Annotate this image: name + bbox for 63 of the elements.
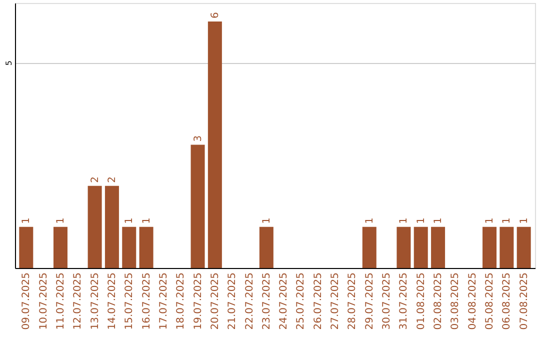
data-label: 1: [55, 218, 66, 224]
x-tick-label: 03.08.2025: [450, 272, 462, 330]
x-tick-label: 04.08.2025: [467, 272, 478, 330]
bar: [396, 226, 411, 268]
bar: [53, 226, 68, 268]
x-tick-label: 13.07.2025: [90, 272, 101, 330]
x-tick-label: 17.07.2025: [158, 272, 170, 330]
data-label: 2: [106, 176, 118, 183]
x-tick-label: 31.07.2025: [398, 272, 410, 330]
x-tick-label: 22.07.2025: [244, 272, 256, 330]
x-tick-label: 12.07.2025: [72, 272, 84, 330]
x-tick-label: 01.08.2025: [416, 272, 427, 330]
x-tick-label: 14.07.2025: [106, 272, 118, 330]
x-tick-label: 07.08.2025: [518, 272, 530, 330]
x-tick-label: 11.07.2025: [55, 272, 66, 330]
x-tick-label: 24.07.2025: [278, 272, 290, 330]
bar: [139, 226, 154, 268]
data-label: 1: [518, 218, 530, 224]
x-tick-label: 30.07.2025: [382, 272, 393, 330]
bar: [431, 226, 446, 268]
data-label: 1: [124, 218, 136, 224]
bar: [208, 21, 222, 268]
x-tick-label: 15.07.2025: [124, 272, 136, 330]
x-tick-label: 05.08.2025: [484, 272, 496, 330]
bar: [104, 186, 119, 268]
data-label: 1: [261, 218, 272, 224]
x-tick-label: 16.07.2025: [141, 272, 152, 330]
data-label: 1: [398, 218, 410, 224]
x-tick-label: 26.07.2025: [312, 272, 324, 330]
x-tick-label: 09.07.2025: [21, 272, 32, 330]
data-label: 6: [210, 12, 221, 18]
data-label: 2: [90, 176, 101, 183]
bar: [88, 186, 102, 268]
y-tick-label: 5: [4, 60, 14, 66]
data-label: 1: [21, 218, 32, 224]
bar: [122, 226, 136, 268]
x-tick-label: 10.07.2025: [38, 272, 50, 330]
x-tick-label: 21.07.2025: [227, 272, 238, 330]
x-tick-label: 06.08.2025: [502, 272, 513, 330]
data-label: 1: [484, 218, 496, 224]
bar: [414, 226, 428, 268]
bar: [362, 226, 376, 268]
x-tick-label: 20.07.2025: [210, 272, 221, 330]
data-label: 1: [364, 218, 376, 224]
bar: [190, 144, 205, 268]
bar: [19, 226, 34, 268]
bar: [500, 226, 514, 268]
bar: [516, 226, 531, 268]
data-label: 1: [502, 218, 513, 224]
data-label: 1: [141, 218, 152, 224]
bar: [259, 226, 274, 268]
x-tick-label: 25.07.2025: [296, 272, 307, 330]
data-label: 3: [192, 135, 204, 142]
data-label: 1: [433, 218, 444, 224]
data-label: 1: [416, 218, 427, 224]
x-tick-label: 18.07.2025: [176, 272, 187, 330]
x-tick-label: 02.08.2025: [433, 272, 444, 330]
bar: [482, 226, 497, 268]
x-tick-label: 29.07.2025: [364, 272, 376, 330]
x-tick-label: 23.07.2025: [261, 272, 272, 330]
x-tick-label: 28.07.2025: [347, 272, 358, 330]
x-tick-label: 27.07.2025: [330, 272, 342, 330]
x-tick-label: 19.07.2025: [192, 272, 204, 330]
